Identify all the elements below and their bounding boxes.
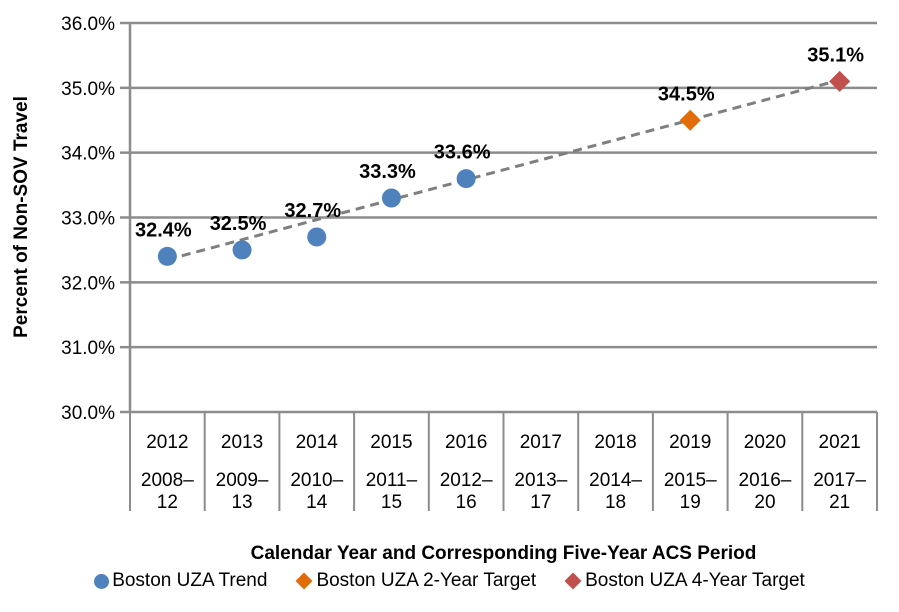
legend-item-label: Boston UZA 2-Year Target — [316, 570, 537, 591]
x-year-label: 2018 — [594, 432, 636, 453]
x-period-label: 2016– — [739, 470, 792, 491]
legend-item: Boston UZA Trend — [94, 570, 267, 592]
x-year-label: 2014 — [296, 432, 339, 453]
x-year-label: 2015 — [370, 432, 412, 453]
x-period-label: 2017– — [813, 470, 866, 491]
x-year-label: 2020 — [744, 432, 786, 453]
x-period-label: 19 — [680, 492, 701, 513]
legend-item-label: Boston UZA 4-Year Target — [585, 570, 805, 591]
data-point-circle — [307, 227, 327, 247]
x-period-label: 18 — [605, 492, 626, 513]
x-period-label: 2013– — [514, 470, 567, 491]
x-period-label: 2011– — [366, 470, 418, 491]
x-period-label: 20 — [754, 492, 775, 513]
y-tick-label: 34.0% — [61, 144, 115, 165]
x-period-label: 12 — [157, 492, 178, 513]
y-tick-label: 35.0% — [61, 79, 115, 100]
data-label: 33.3% — [359, 161, 416, 183]
data-label: 35.1% — [807, 44, 864, 66]
x-year-label: 2012 — [146, 432, 188, 453]
data-point-circle — [456, 169, 476, 189]
x-period-label: 15 — [381, 492, 402, 513]
legend-item-label: Boston UZA Trend — [112, 570, 268, 591]
legend-circle-marker-icon — [94, 573, 110, 589]
data-label: 32.7% — [284, 200, 341, 222]
legend-item: Boston UZA 4-Year Target — [564, 570, 805, 592]
x-period-label: 21 — [829, 492, 850, 513]
x-year-label: 2017 — [520, 432, 562, 453]
y-tick-label: 32.0% — [61, 273, 115, 294]
x-period-label: 2015– — [664, 470, 717, 491]
data-point-circle — [157, 246, 177, 266]
x-period-label: 13 — [231, 492, 252, 513]
data-label: 34.5% — [658, 83, 715, 105]
data-label: 33.6% — [434, 142, 491, 164]
x-period-label: 2010– — [290, 470, 343, 491]
legend-diamond-marker-icon — [564, 572, 582, 590]
x-period-label: 2014– — [589, 470, 642, 491]
legend: Boston UZA Trend Boston UZA 2-Year Target… — [0, 570, 899, 592]
y-tick-label: 30.0% — [61, 403, 115, 424]
x-period-label: 17 — [530, 492, 551, 513]
trendline — [166, 78, 841, 262]
x-year-label: 2021 — [819, 432, 861, 453]
x-axis-title: Calendar Year and Corresponding Five-Yea… — [250, 543, 757, 564]
x-year-label: 2019 — [669, 432, 711, 453]
x-year-label: 2013 — [221, 432, 263, 453]
data-point-circle — [232, 240, 252, 260]
x-year-label: 2016 — [445, 432, 487, 453]
data-point-diamond — [679, 109, 701, 131]
y-tick-label: 36.0% — [61, 14, 115, 35]
data-label: 32.4% — [135, 219, 192, 241]
x-period-label: 14 — [306, 492, 328, 513]
data-label: 32.5% — [210, 213, 267, 235]
x-period-label: 2008– — [141, 470, 194, 491]
data-point-circle — [381, 188, 401, 208]
legend-diamond-marker-icon — [295, 572, 313, 590]
x-period-label: 16 — [456, 492, 477, 513]
y-axis-title: Percent of Non-SOV Travel — [11, 96, 32, 338]
y-tick-label: 33.0% — [61, 209, 115, 230]
legend-item: Boston UZA 2-Year Target — [295, 570, 536, 592]
x-period-label: 2009– — [216, 470, 269, 491]
y-tick-label: 31.0% — [61, 338, 115, 359]
x-period-label: 2012– — [440, 470, 493, 491]
data-point-diamond — [829, 70, 851, 92]
